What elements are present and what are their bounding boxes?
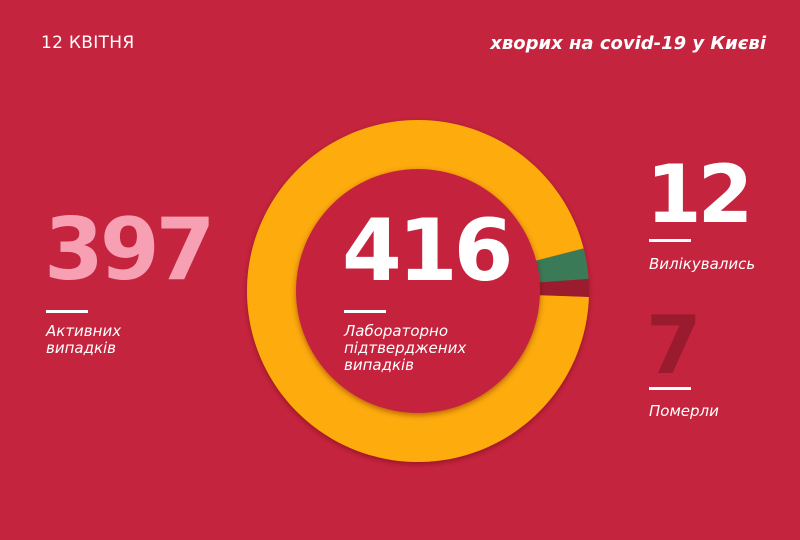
label-line: Активних — [46, 322, 122, 340]
donut-center — [296, 169, 540, 413]
date-label: 12 КВІТНЯ — [41, 33, 135, 53]
label-line: Лабораторно — [344, 322, 449, 340]
divider — [46, 310, 88, 313]
deaths-label: Померли — [649, 402, 719, 420]
recovered-label: Вилікувались — [649, 255, 756, 273]
divider — [344, 310, 386, 313]
divider — [649, 387, 691, 390]
label-line: підтверджених — [344, 339, 467, 357]
label-line: випадків — [46, 339, 117, 357]
active-cases-label: Активних випадків — [46, 323, 121, 357]
total-cases-count: 416 — [342, 201, 514, 301]
active-cases-count: 397 — [44, 200, 216, 300]
headline: хворих на covid-19 у Києві — [490, 33, 766, 54]
divider — [649, 239, 691, 242]
total-cases-label: Лабораторно підтверджених випадків — [344, 323, 466, 374]
label-line: випадків — [344, 356, 415, 374]
deaths-count: 7 — [646, 299, 702, 392]
recovered-count: 12 — [646, 148, 753, 241]
